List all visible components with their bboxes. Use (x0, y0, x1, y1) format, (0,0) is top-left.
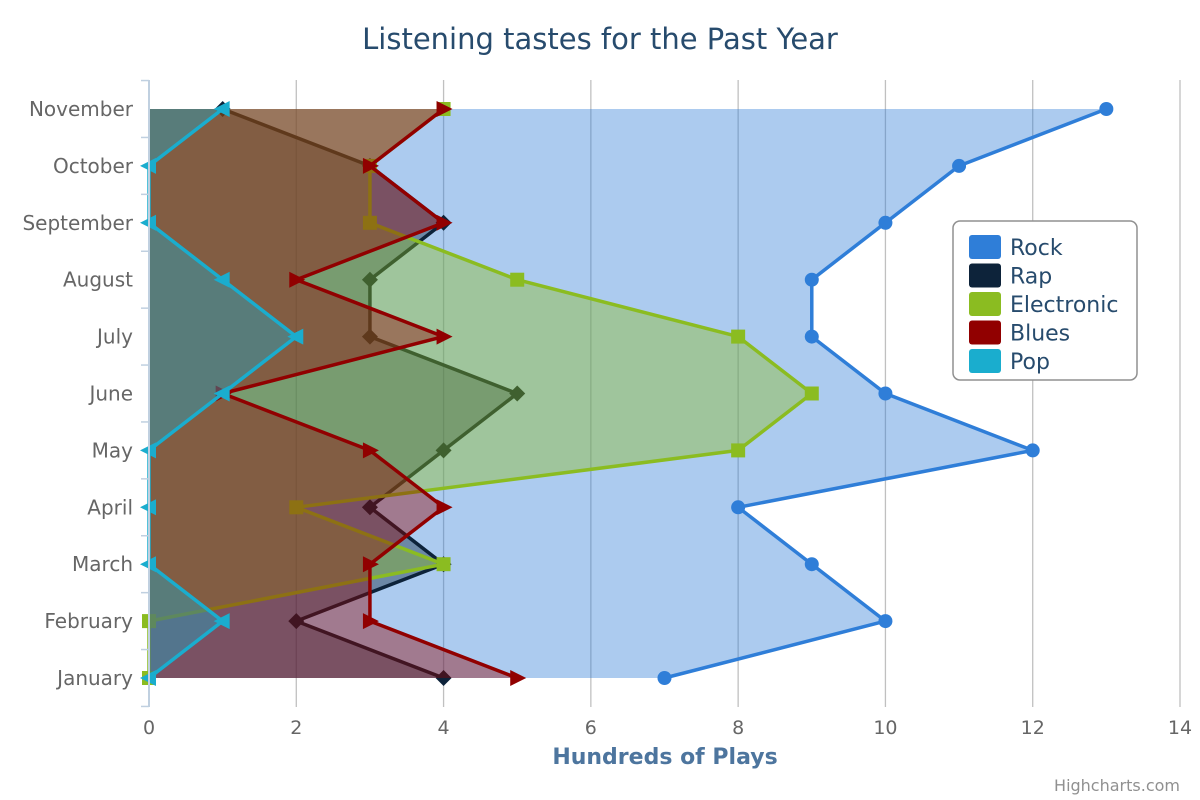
y-tick-label: September (22, 211, 133, 235)
data-point (213, 101, 230, 117)
legend-item-pop[interactable]: Pop (969, 349, 1050, 375)
data-point (657, 671, 672, 685)
data-point (436, 499, 453, 516)
data-point (361, 499, 378, 516)
area-fill (149, 109, 518, 678)
area-fill (149, 109, 812, 678)
y-tick-label: November (29, 97, 134, 121)
data-point (509, 385, 526, 402)
data-point (435, 670, 452, 686)
legend-item-rock[interactable]: Rock (969, 235, 1063, 261)
data-point (510, 670, 527, 686)
data-point (804, 386, 819, 401)
y-tick-label: March (72, 552, 133, 576)
legend-swatch (969, 235, 1001, 259)
data-point (362, 556, 379, 573)
legend-swatch (969, 320, 1001, 345)
credits[interactable]: Highcharts.com (1054, 776, 1180, 795)
legend-label: Pop (1010, 350, 1050, 375)
x-tick-label: 8 (732, 717, 744, 739)
data-point (1099, 102, 1114, 116)
y-tick-label: May (92, 438, 134, 462)
legend-item-electronic[interactable]: Electronic (969, 292, 1118, 318)
legend-label: Rock (1010, 236, 1063, 261)
data-point (878, 386, 893, 401)
data-point (213, 613, 230, 630)
data-point (804, 557, 819, 572)
legend-swatch (969, 263, 1001, 288)
y-tick-label: February (44, 609, 133, 633)
data-point (362, 613, 379, 630)
data-point (362, 157, 379, 174)
data-point (213, 385, 230, 402)
x-tick-label: 0 (143, 717, 155, 739)
legend-swatch (969, 292, 1001, 316)
y-tick-label: October (53, 154, 134, 178)
data-point (1025, 443, 1040, 458)
data-point (804, 272, 819, 287)
legend-label: Blues (1010, 322, 1070, 347)
area-fill (149, 109, 518, 678)
area-fill (149, 109, 1107, 678)
series-areas (140, 101, 1114, 686)
data-point (288, 613, 305, 630)
data-point (362, 442, 379, 459)
data-point (362, 215, 377, 230)
data-point (287, 328, 304, 345)
legend-label: Electronic (1010, 293, 1118, 318)
chart-title: Listening tastes for the Past Year (362, 22, 838, 56)
x-tick-label: 12 (1021, 717, 1045, 739)
y-tick-label: April (87, 495, 133, 519)
axes: 0 2 4 6 8 10 12 14 January February March April May J… (22, 79, 1192, 739)
x-tick-label: 10 (873, 717, 897, 739)
data-point (952, 158, 967, 173)
legend-item-blues[interactable]: Blues (969, 320, 1070, 347)
data-point (436, 214, 453, 231)
x-tick-label: 4 (438, 717, 450, 739)
data-point (361, 271, 378, 288)
data-point (435, 442, 452, 459)
series-rock (149, 102, 1114, 685)
data-point (213, 271, 230, 288)
y-tick-label: June (87, 382, 133, 406)
data-point (436, 328, 453, 345)
data-point (878, 614, 893, 629)
y-tick-label: July (95, 325, 133, 349)
data-point (289, 500, 304, 515)
data-point (361, 328, 378, 345)
data-point (731, 329, 746, 344)
y-tick-label: August (63, 268, 133, 292)
x-axis-label: Hundreds of Plays (552, 745, 777, 770)
data-point (436, 101, 453, 117)
x-tick-label: 14 (1168, 717, 1192, 739)
legend-item-rap[interactable]: Rap (969, 263, 1052, 290)
legend-label: Rap (1010, 265, 1052, 290)
data-point (510, 272, 525, 287)
legend-swatch (969, 349, 1001, 373)
data-point (878, 215, 893, 230)
data-point (289, 271, 306, 288)
x-tick-label: 2 (290, 717, 302, 739)
legend: Rock Rap Electronic Blues Pop (952, 220, 1138, 381)
data-point (731, 500, 746, 515)
data-point (804, 329, 819, 344)
data-point (436, 557, 451, 572)
y-tick-label: January (55, 666, 133, 690)
data-point (731, 443, 746, 458)
x-tick-label: 6 (585, 717, 597, 739)
